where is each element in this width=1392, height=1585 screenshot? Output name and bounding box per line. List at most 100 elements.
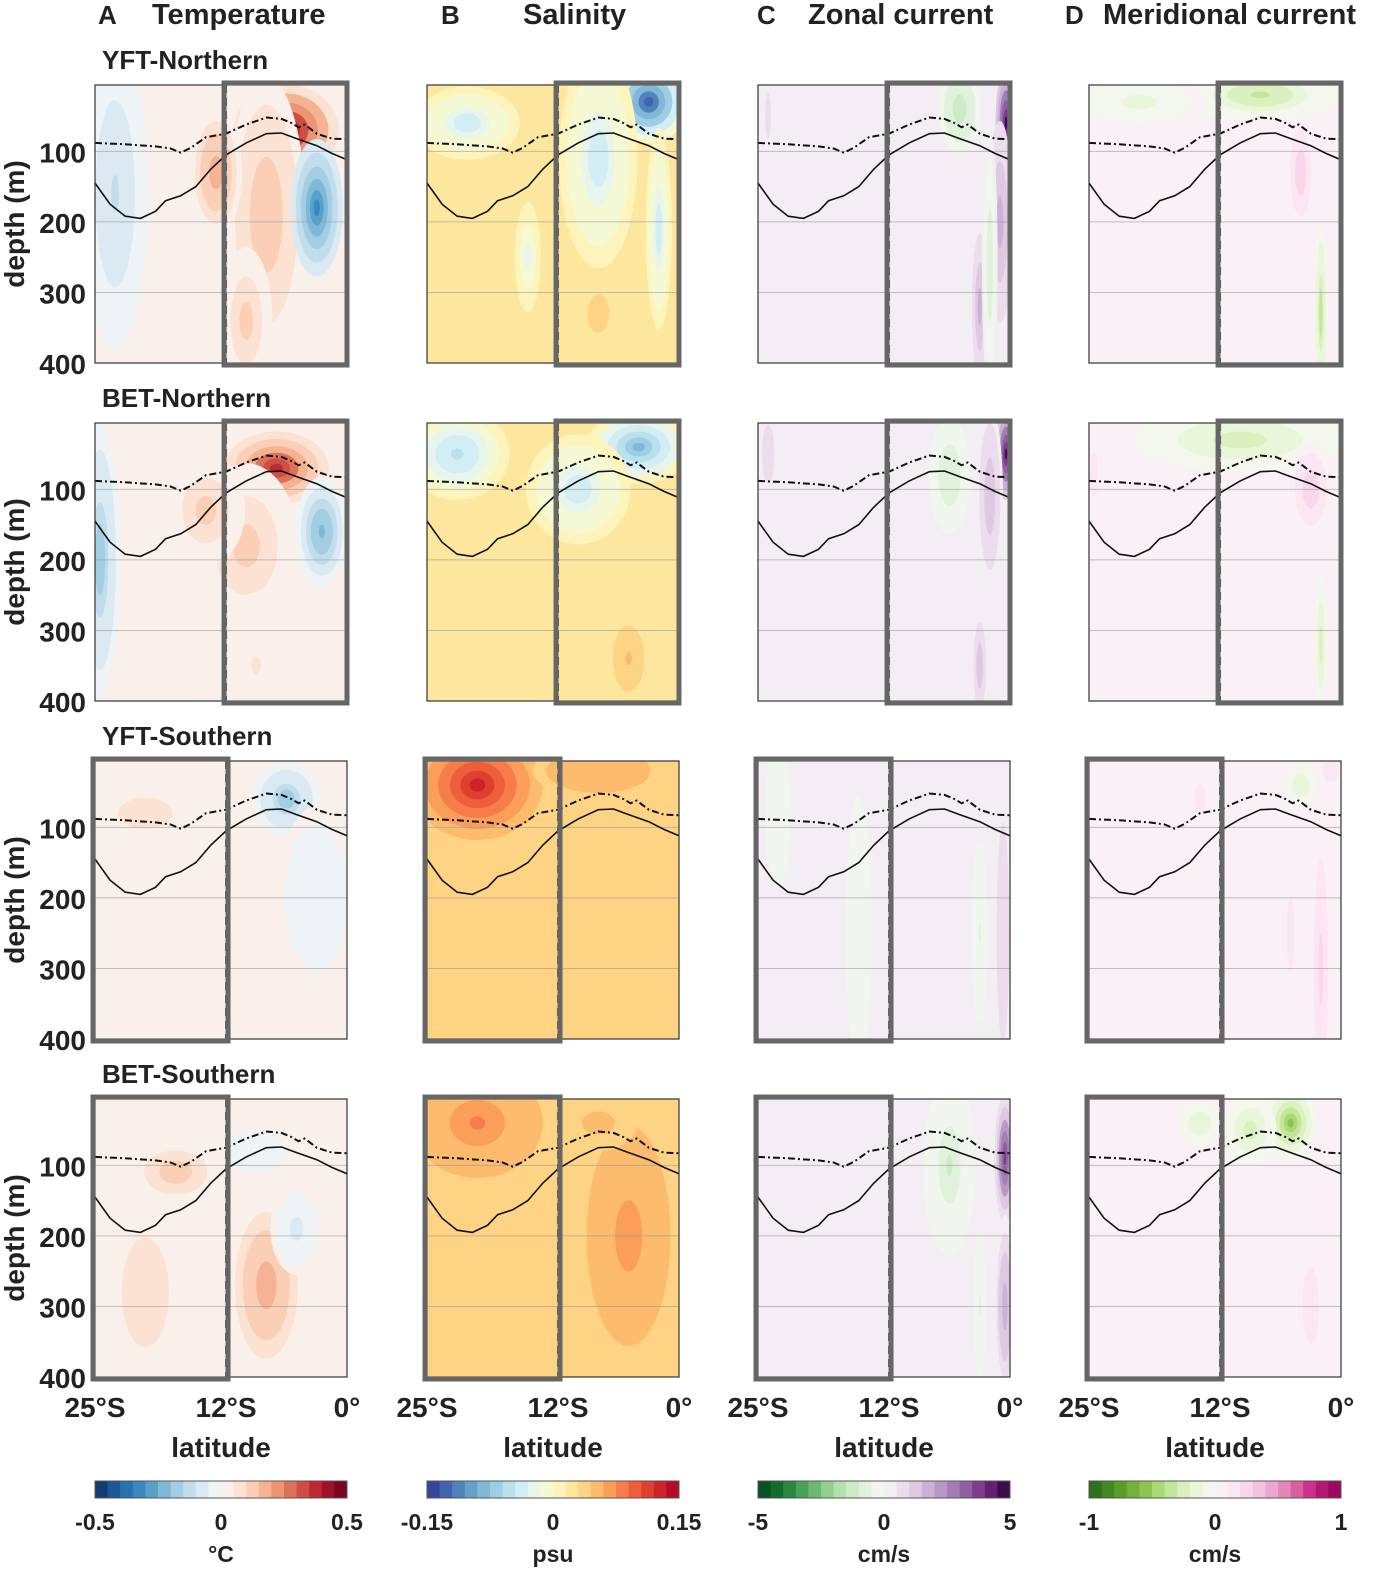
colorbar-segment [284, 1481, 298, 1498]
heatmap-contour [212, 164, 220, 181]
colorbar-segment [1101, 1481, 1115, 1498]
mixed-layer-depth-line [427, 116, 679, 154]
depth-tick-label: 100 [39, 813, 86, 844]
colorbar-segment [565, 1481, 579, 1498]
colorbar-segment [578, 1481, 592, 1498]
thermocline-line [758, 1146, 1010, 1234]
colorbar-segment [490, 1481, 504, 1498]
panel-temperature-bet-southern [90, 1094, 348, 1382]
heatmap-contour [956, 102, 963, 116]
heatmap-contour [469, 1116, 486, 1130]
colorbar-segment [1089, 1481, 1103, 1498]
x-axis-label: latitude [1165, 1432, 1265, 1463]
panel-zonal-current-bet-southern [753, 1094, 1011, 1382]
thermocline-line [1089, 808, 1341, 896]
colorbar-segment [628, 1481, 642, 1498]
depth-tick-label: 400 [39, 687, 86, 718]
colorbar-tick-label: -0.15 [401, 1509, 454, 1535]
heatmap-field [95, 85, 347, 363]
highlight-box [1215, 418, 1344, 706]
colorbar-tick-label: 1 [1335, 1509, 1348, 1535]
colorbar-segment [540, 1481, 554, 1498]
heatmap-contour [978, 659, 981, 673]
heatmap-contour [1320, 635, 1322, 654]
colorbar-segment [132, 1481, 146, 1498]
colorbar-segment [1303, 1481, 1317, 1498]
heatmap-contour [644, 96, 654, 107]
colorbar-segment [972, 1481, 986, 1498]
highlight-box [1084, 1094, 1225, 1382]
colorbar-segment [1290, 1481, 1304, 1498]
heatmap-contour [1093, 470, 1095, 480]
heatmap-contour [1001, 911, 1005, 956]
colorbar-segment [258, 1481, 272, 1498]
thermocline-line [758, 470, 1010, 558]
panel-temperature-yft-northern [94, 80, 350, 368]
thermocline-line [95, 808, 347, 896]
colorbar-tick-label: -1 [1079, 1509, 1100, 1535]
latitude-tick-label: 12°S [528, 1392, 589, 1423]
heatmap-field [1089, 423, 1341, 701]
x-axis-label: latitude [171, 1432, 271, 1463]
latitude-tick-label: 0° [1328, 1392, 1355, 1423]
thermocline-line [1089, 1146, 1341, 1234]
heatmap-field [758, 761, 1010, 1039]
colorbar-segment [515, 1481, 529, 1498]
panel-zonal-current-bet-northern [757, 418, 1013, 706]
depth-tick-label: 200 [39, 546, 86, 577]
thermocline-line [427, 470, 679, 558]
colorbar-temperature: -0.5 0 0.5 °C [75, 1480, 363, 1567]
highlight-box [90, 756, 231, 1044]
column-title: Temperature [152, 0, 326, 31]
depth-tick-label: 400 [39, 1025, 86, 1056]
column-title: Zonal current [808, 0, 994, 31]
latitude-tick-label: 25°S [64, 1392, 125, 1423]
heatmap-field [95, 761, 347, 1039]
panel-salinity-bet-northern [426, 418, 682, 706]
colorbar-segment [653, 1481, 667, 1498]
thermocline-line [95, 132, 347, 220]
colorbar-segment [1177, 1481, 1191, 1498]
heatmap-contour [261, 1274, 272, 1297]
heatmap-contour [1196, 1119, 1204, 1127]
depth-tick-label: 300 [39, 1292, 86, 1323]
heatmap-contour [170, 1169, 181, 1176]
colorbar-segment [183, 1481, 197, 1498]
x-axis-label: latitude [503, 1432, 603, 1463]
thermocline-line [1089, 470, 1341, 558]
heatmap-contour [140, 1281, 151, 1304]
heatmap-contour [201, 503, 211, 518]
colorbar-segment [896, 1481, 910, 1498]
heatmap-contour [243, 311, 250, 330]
highlight-box [753, 1094, 894, 1382]
depth-tick-label: 100 [39, 1151, 86, 1182]
colorbar-segment [107, 1481, 121, 1498]
mixed-layer-depth-line [1089, 792, 1341, 830]
highlight-box [221, 80, 350, 368]
heatmap-contour [978, 922, 981, 945]
heatmap-contour [526, 250, 530, 264]
colorbar-meridional-current: -1 0 1 cm/s [1079, 1480, 1348, 1567]
colorbar-segment [145, 1481, 159, 1498]
colorbar-segment [846, 1481, 860, 1498]
heatmap-field [427, 423, 679, 701]
y-axis-label: depth (m) [0, 160, 30, 288]
colorbar-frame [757, 1480, 1011, 1499]
heatmap-contour [1004, 448, 1008, 460]
y-axis-label: depth (m) [0, 1174, 30, 1302]
mixed-layer-depth-line [427, 1130, 679, 1168]
heatmap-contour [318, 525, 325, 539]
colorbar-segment [296, 1481, 310, 1498]
latitude-tick-label: 25°S [1058, 1392, 1119, 1423]
thermocline-line [1089, 132, 1341, 220]
latitude-tick-label: 0° [334, 1392, 361, 1423]
panel-meridional-current-bet-southern [1084, 1094, 1342, 1382]
colorbar-segment [1328, 1481, 1342, 1498]
colorbar-segment [477, 1481, 491, 1498]
colorbar-segment [795, 1481, 809, 1498]
depth-tick-label: 200 [39, 884, 86, 915]
colorbar-tick-label: -5 [748, 1509, 769, 1535]
colorbar-tick-label: -0.5 [75, 1509, 115, 1535]
colorbar-segment [246, 1481, 260, 1498]
heatmap-contour [1247, 1125, 1254, 1135]
